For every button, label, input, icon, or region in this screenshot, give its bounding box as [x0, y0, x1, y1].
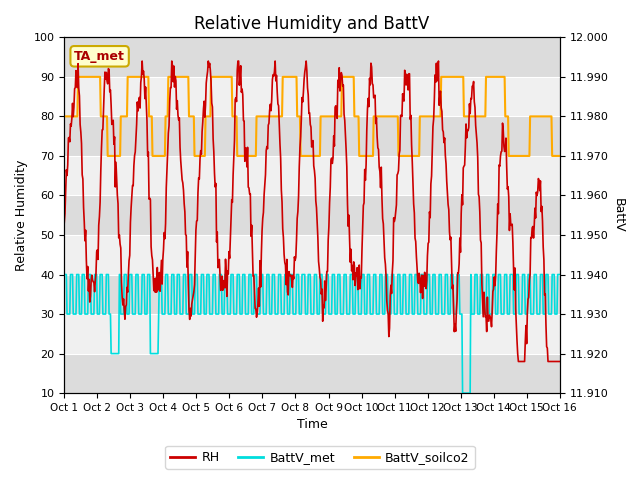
Bar	[64, 116, 560, 156]
Legend: RH, BattV_met, BattV_soilco2: RH, BattV_met, BattV_soilco2	[165, 446, 475, 469]
Bar	[64, 195, 560, 235]
Y-axis label: BattV: BattV	[612, 198, 625, 232]
Text: TA_met: TA_met	[74, 50, 125, 63]
Bar	[64, 354, 560, 393]
Title: Relative Humidity and BattV: Relative Humidity and BattV	[195, 15, 429, 33]
X-axis label: Time: Time	[296, 419, 328, 432]
Bar	[64, 77, 560, 116]
Bar	[64, 275, 560, 314]
Y-axis label: Relative Humidity: Relative Humidity	[15, 159, 28, 271]
Bar	[64, 314, 560, 354]
Bar	[64, 156, 560, 195]
Bar	[64, 37, 560, 77]
Bar	[64, 235, 560, 275]
